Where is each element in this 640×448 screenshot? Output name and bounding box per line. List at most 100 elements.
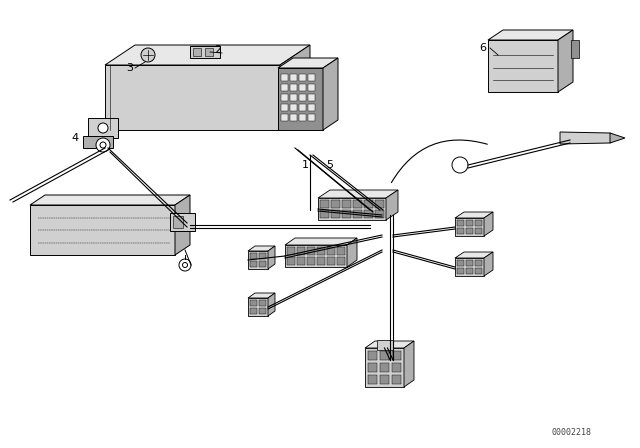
Bar [299, 84, 306, 91]
Polygon shape [278, 68, 323, 130]
Bar [308, 114, 315, 121]
Bar [193, 48, 201, 56]
Bar [475, 220, 482, 226]
Bar [259, 253, 266, 259]
Bar [308, 84, 315, 91]
Bar [375, 200, 384, 208]
Polygon shape [455, 212, 493, 218]
Polygon shape [365, 341, 414, 348]
Bar [380, 375, 389, 384]
Bar [307, 257, 315, 265]
Bar [290, 74, 297, 81]
Bar [392, 363, 401, 372]
Polygon shape [285, 245, 347, 267]
Bar [287, 247, 295, 255]
Polygon shape [30, 195, 190, 205]
Bar [375, 210, 384, 218]
Bar [308, 94, 315, 101]
Bar [342, 200, 351, 208]
Polygon shape [323, 58, 338, 130]
Circle shape [98, 123, 108, 133]
Polygon shape [285, 238, 357, 245]
Bar [457, 260, 464, 266]
Polygon shape [560, 132, 618, 144]
Bar [380, 363, 389, 372]
Polygon shape [278, 58, 338, 68]
Bar [290, 84, 297, 91]
Bar [364, 210, 373, 218]
Bar [571, 40, 579, 58]
Bar [475, 228, 482, 234]
Bar [259, 300, 266, 306]
Bar [327, 247, 335, 255]
Circle shape [141, 48, 155, 62]
Bar [392, 351, 401, 360]
Bar [327, 257, 335, 265]
Polygon shape [404, 341, 414, 387]
Bar [353, 200, 362, 208]
Polygon shape [280, 45, 310, 130]
Bar [250, 253, 257, 259]
Text: 6: 6 [479, 43, 486, 53]
Polygon shape [347, 238, 357, 267]
Bar [337, 257, 345, 265]
Bar [299, 74, 306, 81]
Bar [308, 74, 315, 81]
Text: 2: 2 [214, 45, 221, 55]
Polygon shape [248, 298, 268, 316]
Bar [170, 213, 195, 231]
Polygon shape [365, 348, 404, 387]
Bar [250, 300, 257, 306]
Polygon shape [268, 293, 275, 316]
Bar [281, 114, 288, 121]
Polygon shape [455, 218, 484, 236]
Bar [297, 257, 305, 265]
Polygon shape [558, 30, 573, 92]
Polygon shape [455, 258, 484, 276]
Polygon shape [175, 195, 190, 255]
Polygon shape [248, 251, 268, 269]
Bar [299, 104, 306, 111]
Bar [281, 74, 288, 81]
Bar [290, 104, 297, 111]
Circle shape [96, 138, 110, 152]
Bar [368, 363, 377, 372]
Circle shape [452, 157, 468, 173]
Polygon shape [248, 246, 275, 251]
Bar [364, 200, 373, 208]
Polygon shape [484, 212, 493, 236]
Bar [308, 104, 315, 111]
Bar [290, 94, 297, 101]
Polygon shape [484, 252, 493, 276]
Text: 4: 4 [72, 133, 79, 143]
Text: 00002218: 00002218 [552, 427, 592, 436]
Text: 3: 3 [127, 63, 134, 73]
Bar [259, 308, 266, 314]
Polygon shape [318, 198, 386, 220]
Bar [368, 351, 377, 360]
Text: 1: 1 [301, 160, 308, 170]
Polygon shape [83, 136, 113, 148]
Bar [380, 351, 389, 360]
Bar [331, 200, 340, 208]
Bar [457, 220, 464, 226]
Polygon shape [488, 40, 558, 92]
Bar [337, 247, 345, 255]
Circle shape [182, 263, 188, 267]
Bar [466, 228, 473, 234]
Circle shape [100, 142, 106, 148]
Bar [299, 114, 306, 121]
Bar [331, 210, 340, 218]
Bar [205, 48, 213, 56]
Polygon shape [610, 133, 625, 143]
Polygon shape [386, 190, 398, 220]
Bar [457, 228, 464, 234]
Bar [466, 260, 473, 266]
Bar [466, 220, 473, 226]
Bar [299, 94, 306, 101]
Bar [392, 375, 401, 384]
Bar [457, 268, 464, 274]
Polygon shape [30, 205, 175, 255]
Polygon shape [105, 65, 280, 130]
Polygon shape [268, 246, 275, 269]
